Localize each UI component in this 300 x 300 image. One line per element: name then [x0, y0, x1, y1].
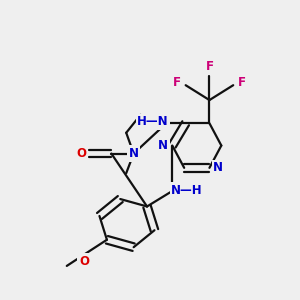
- Text: F: F: [173, 76, 181, 89]
- Text: O: O: [79, 255, 89, 268]
- Text: F: F: [206, 60, 213, 73]
- Text: N: N: [213, 161, 224, 174]
- Text: N—H: N—H: [171, 184, 203, 197]
- Text: N: N: [129, 147, 139, 160]
- Text: O: O: [76, 147, 87, 160]
- Text: F: F: [238, 76, 246, 89]
- Text: H—N: H—N: [137, 115, 169, 128]
- Text: N: N: [158, 139, 168, 152]
